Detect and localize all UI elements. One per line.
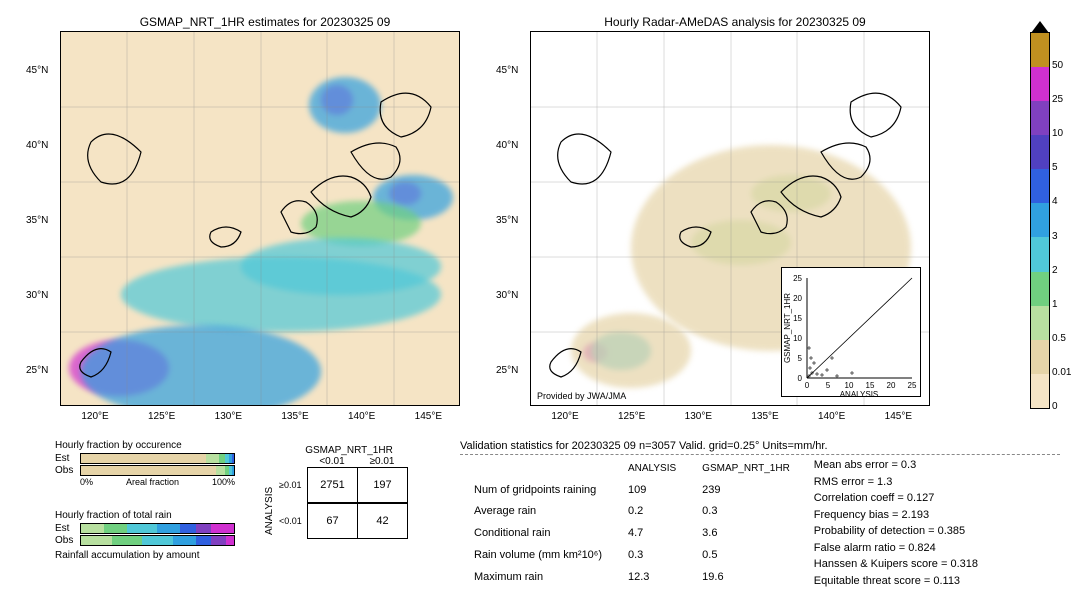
svg-text:10: 10 — [793, 334, 802, 343]
scatter-inset: 0 5 10 15 20 25 0 5 10 15 20 25 ANALYSIS GSMAP_NRT… — [781, 267, 921, 397]
svg-text:15: 15 — [793, 314, 802, 323]
contingency-table: GSMAP_NRT_1HR ANALYSIS <0.01 ≥0.01 ≥0.01… — [260, 445, 408, 539]
stats-table: ANALYSISGSMAP_NRT_1HRNum of gridpoints r… — [460, 457, 804, 589]
map1-container: GSMAP_NRT_1HR estimates for 20230325 09 — [60, 15, 470, 406]
svg-text:15: 15 — [866, 381, 875, 390]
occ-title: Hourly fraction by occurence — [55, 440, 235, 451]
map1-frame — [60, 31, 460, 406]
occurrence-bars: Hourly fraction by occurence Est Obs 0%A… — [55, 440, 235, 487]
svg-text:25: 25 — [908, 381, 917, 390]
validation-stats: Validation statistics for 20230325 09 n=… — [460, 440, 1060, 589]
map2-attribution: Provided by JWA/JMA — [537, 391, 626, 401]
totalrain-bars: Hourly fraction of total rain Est Obs Ra… — [55, 510, 235, 563]
svg-text:5: 5 — [826, 381, 831, 390]
svg-text:0: 0 — [798, 374, 803, 383]
svg-text:20: 20 — [793, 294, 802, 303]
svg-text:0: 0 — [805, 381, 810, 390]
accum-title: Rainfall accumulation by amount — [55, 550, 235, 561]
stats-metrics: Mean abs error = 0.3RMS error = 1.3Corre… — [814, 457, 978, 589]
svg-text:25: 25 — [793, 274, 802, 283]
map1-title: GSMAP_NRT_1HR estimates for 20230325 09 — [60, 15, 470, 29]
svg-text:5: 5 — [798, 354, 803, 363]
map2-title: Hourly Radar-AMeDAS analysis for 2023032… — [530, 15, 940, 29]
svg-text:GSMAP_NRT_1HR: GSMAP_NRT_1HR — [783, 293, 792, 363]
svg-text:ANALYSIS: ANALYSIS — [840, 390, 879, 398]
svg-text:10: 10 — [845, 381, 854, 390]
colorbar: 00.010.512345102550 — [1030, 32, 1050, 407]
rain-title: Hourly fraction of total rain — [55, 510, 235, 521]
svg-text:20: 20 — [887, 381, 896, 390]
map2-frame: Provided by JWA/JMA 0 5 10 15 20 25 0 5 10 15 20 2… — [530, 31, 930, 406]
map2-container: Hourly Radar-AMeDAS analysis for 2023032… — [530, 15, 940, 406]
